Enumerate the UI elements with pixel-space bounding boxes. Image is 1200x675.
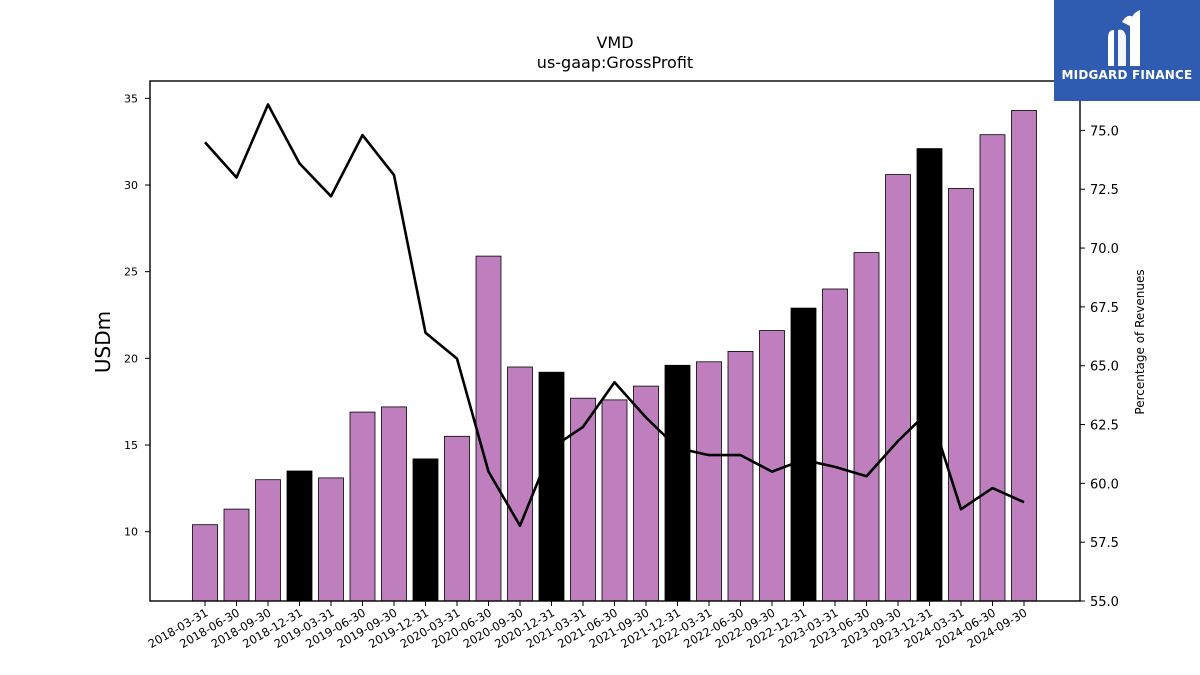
- y2-tick-label-57.5: 57.5: [1090, 536, 1119, 551]
- y2-tick-label-55.0: 55.0: [1090, 595, 1119, 610]
- y-tick-label-25: 25: [124, 266, 138, 279]
- bar-2021-03-31: [570, 397, 596, 602]
- logo-text: MIDGARD FINANCE: [1061, 68, 1193, 82]
- bar-2021-06-30: [601, 399, 628, 602]
- y2-tick-label-62.5: 62.5: [1090, 419, 1119, 434]
- y2-tick-label-60.0: 60.0: [1090, 477, 1119, 492]
- bar-2023-09-30: [885, 174, 911, 602]
- y2-tick-label-65.0: 65.0: [1090, 360, 1119, 375]
- y-tick-label-35: 35: [124, 92, 138, 105]
- bar-2022-03-31: [696, 361, 722, 602]
- y2-tick-label-75.0: 75.0: [1090, 124, 1119, 139]
- y2-axis-label: Percentage of Revenues: [1133, 269, 1147, 414]
- line-series: [204, 103, 1025, 528]
- bar-2018-09-30: [255, 479, 281, 602]
- y2-tick-label-72.5: 72.5: [1090, 183, 1119, 198]
- bar-2020-06-30: [475, 255, 502, 602]
- bar-2022-06-30: [727, 350, 754, 602]
- bar-2019-09-30: [381, 406, 407, 602]
- bar-2020-12-31: [538, 371, 565, 602]
- bar-2023-06-30: [853, 252, 880, 602]
- chart-title: VMD: [596, 33, 633, 52]
- bar-2021-12-31: [664, 364, 691, 602]
- bar-2018-12-31: [286, 470, 313, 602]
- bar-2023-12-31: [916, 148, 943, 602]
- y-tick-label-20: 20: [124, 352, 138, 365]
- bar-2019-03-31: [318, 477, 344, 602]
- gross-margin-line: [204, 103, 1025, 528]
- bar-2023-03-31: [822, 288, 848, 602]
- bar-2024-09-30: [1011, 110, 1037, 602]
- y-tick-label-15: 15: [124, 439, 138, 452]
- y-tick-label-30: 30: [124, 179, 138, 192]
- bar-2018-03-31: [192, 524, 218, 602]
- y-axis-label: USDm: [91, 311, 115, 373]
- y2-tick-label-67.5: 67.5: [1090, 301, 1119, 316]
- logo-mark-icon: [1108, 10, 1140, 67]
- bar-series: [192, 110, 1037, 602]
- bar-2019-06-30: [349, 411, 376, 602]
- chart-subtitle: us-gaap:GrossProfit: [537, 53, 693, 72]
- bar-2018-06-30: [223, 508, 250, 602]
- bar-2020-03-31: [444, 435, 470, 602]
- bar-2024-03-31: [948, 188, 974, 602]
- y2-tick-label-70.0: 70.0: [1090, 242, 1119, 257]
- y-tick-label-10: 10: [124, 526, 138, 539]
- brand-logo: MIDGARD FINANCE: [1054, 0, 1200, 101]
- bar-2019-12-31: [412, 458, 439, 602]
- bar-2024-06-30: [979, 134, 1006, 602]
- bar-2020-09-30: [507, 366, 533, 602]
- bar-2022-12-31: [790, 307, 817, 602]
